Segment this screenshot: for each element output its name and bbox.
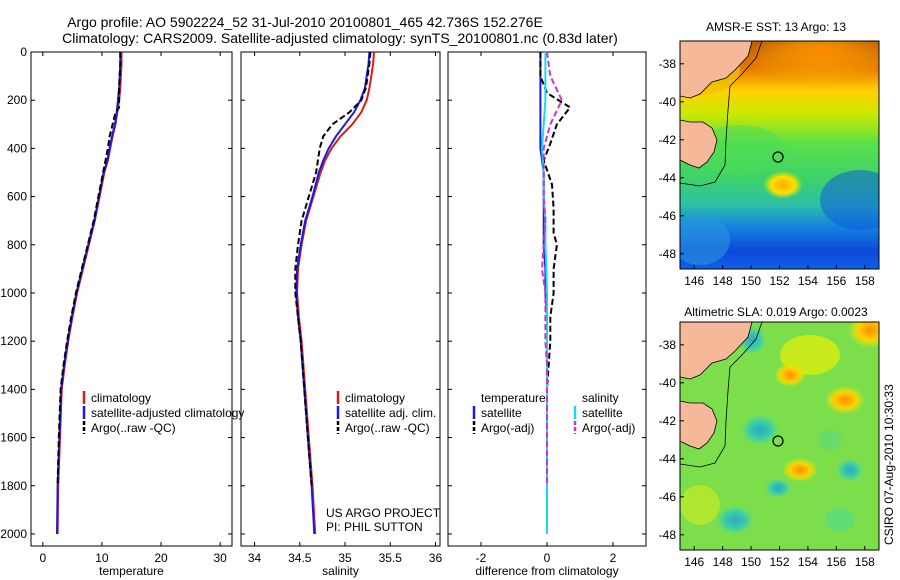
y-tick-label: 800 [7,238,27,252]
map-y-tick-label: -38 [659,338,677,352]
temperature-legend: climatology satellite-adjusted climatolo… [82,391,244,435]
x-tick-label: 34 [248,551,262,565]
legend-label-temp-satellite: satellite [481,406,522,420]
map-y-tick-label: -44 [659,171,677,185]
y-tick-label: 1800 [0,479,27,493]
legend-label-climatology: climatology [91,391,151,405]
map-x-tick-label: 154 [798,274,818,288]
sla-map-title: Altimetric SLA: 0.019 Argo: 0.0023 [684,305,868,319]
sst-map-axes: 146 148 150 152 154 156 158 -38 -40 -42 -44 -46 -48 [659,57,875,288]
figure-title-line2: Climatology: CARS2009. Satellite-adjuste… [62,30,618,46]
sla-map-axes: 146 148 150 152 154 156 158 -38 -40 -42 -44 -46 -48 [659,338,875,569]
map-y-tick-label: -42 [659,414,677,428]
map-y-tick-label: -46 [659,490,677,504]
y-tick-label: 2000 [0,527,27,541]
legend-label-climatology: climatology [345,391,405,405]
map-x-tick-label: 158 [855,274,875,288]
x-tick-label: 0 [39,551,46,565]
map-y-tick-label: -46 [659,209,677,223]
legend-label-sal-satellite: satellite [582,406,623,420]
y-tick-label: 200 [7,93,27,107]
y-tick-label: 400 [7,141,27,155]
x-tick-label: 34.5 [288,551,312,565]
sla-map-field [680,322,879,550]
plot-frame [30,51,233,547]
x-tick-label: 36 [429,551,443,565]
map-x-tick-label: 146 [684,274,704,288]
legend-label-satellite-adjusted: satellite-adjusted climatology [91,406,244,420]
pi-credit: PI: PHIL SUTTON [326,520,423,534]
legend-label-argo: Argo(..raw -QC) [345,421,430,435]
map-x-tick-label: 156 [826,555,846,569]
timestamp-stamp: CSIRO 07-Aug-2010 10:30:33 [882,384,896,545]
legend-label-sal-argo: Argo(-adj) [582,421,635,435]
map-x-tick-label: 148 [713,274,733,288]
map-x-tick-label: 156 [826,274,846,288]
legend-label-satellite-adj: satellite adj. clim. [345,406,436,420]
salinity-profile-panel: 34 34.5 35 35.5 36 salinity [240,51,443,578]
sst-map-title: AMSR-E SST: 13 Argo: 13 [706,20,846,34]
plot-frame [240,51,441,547]
y-tick-label: 1000 [0,286,27,300]
map-y-tick-label: -48 [659,247,677,261]
map-y-tick-label: -40 [659,95,677,109]
y-tick-label: 0 [20,45,27,59]
y-tick-label: 600 [7,190,27,204]
temperature-profile-panel: 0 10 20 30 0 200 400 600 800 1000 1200 1400 1600 1800… [0,45,233,578]
x-tick-label: 2 [610,551,617,565]
map-x-tick-label: 146 [684,555,704,569]
map-y-tick-label: -42 [659,133,677,147]
y-tick-label: 1400 [0,382,27,396]
project-credit: US ARGO PROJECT [326,506,441,520]
series-line-3 [541,51,563,486]
figure-title-line1: Argo profile: AO 5902224_52 31-Jul-2010 … [67,14,543,30]
map-x-tick-label: 152 [769,274,789,288]
map-x-tick-label: 150 [741,274,761,288]
legend-header-salinity: salinity [582,391,619,405]
y-tick-label: 1600 [0,431,27,445]
legend-label-temp-argo: Argo(-adj) [481,421,534,435]
legend-header-temperature: temperature [481,391,546,405]
map-y-tick-label: -38 [659,57,677,71]
difference-legend: temperature salinity satellite Argo(-adj… [472,391,635,435]
sst-map-field [680,41,879,269]
x-tick-label: -2 [476,551,487,565]
map-x-tick-label: 148 [713,555,733,569]
map-x-tick-label: 154 [798,555,818,569]
x-axis-label: temperature [99,564,164,578]
x-axis-label: salinity [322,564,359,578]
x-tick-label: 35.5 [379,551,403,565]
map-y-tick-label: -48 [659,528,677,542]
x-axis-label: difference from climatology [475,564,618,578]
map-x-tick-label: 150 [741,555,761,569]
salinity-legend: climatology satellite adj. clim. Argo(..… [336,391,436,435]
sst-profile-marker [772,151,784,163]
series-line-2 [56,52,122,486]
legend-label-argo: Argo(..raw -QC) [91,421,176,435]
x-tick-label: 35 [338,551,352,565]
series-line-1 [539,52,572,486]
x-tick-label: 30 [213,551,227,565]
x-tick-label: 10 [95,551,109,565]
y-tick-label: 1200 [0,334,27,348]
map-y-tick-label: -40 [659,376,677,390]
sla-profile-marker [772,435,784,447]
map-x-tick-label: 158 [855,555,875,569]
map-y-tick-label: -44 [659,452,677,466]
x-tick-label: 0 [544,551,551,565]
map-x-tick-label: 152 [769,555,789,569]
x-tick-label: 20 [154,551,168,565]
